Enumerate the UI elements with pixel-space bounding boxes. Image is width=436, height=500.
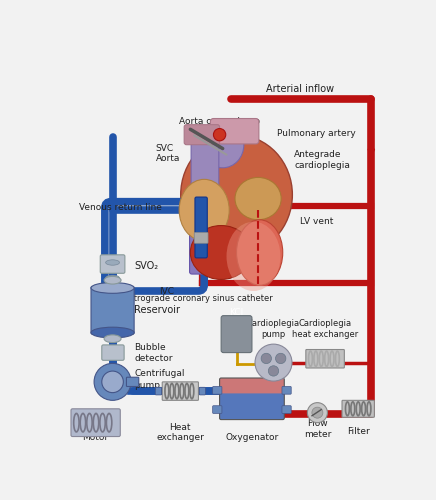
- FancyBboxPatch shape: [91, 286, 134, 334]
- Ellipse shape: [237, 220, 283, 285]
- Circle shape: [276, 354, 286, 364]
- Ellipse shape: [104, 335, 121, 342]
- Text: Cardioplegia
pump: Cardioplegia pump: [247, 320, 300, 338]
- Ellipse shape: [191, 226, 252, 280]
- Text: Heat
exchanger: Heat exchanger: [157, 422, 204, 442]
- Text: RV: RV: [213, 255, 229, 265]
- Circle shape: [312, 407, 323, 418]
- Text: RA: RA: [196, 213, 212, 223]
- Circle shape: [94, 364, 131, 401]
- Ellipse shape: [104, 276, 121, 284]
- Text: Antegrade
cardioplegia: Antegrade cardioplegia: [294, 150, 350, 170]
- FancyBboxPatch shape: [220, 378, 284, 400]
- Text: SVC: SVC: [156, 144, 174, 153]
- FancyBboxPatch shape: [102, 345, 124, 360]
- Text: Motor: Motor: [82, 433, 109, 442]
- FancyBboxPatch shape: [282, 386, 291, 394]
- Text: Cardioplegia
heat exchanger: Cardioplegia heat exchanger: [292, 320, 358, 338]
- Circle shape: [261, 354, 272, 364]
- FancyBboxPatch shape: [191, 126, 219, 194]
- Text: Filter: Filter: [347, 427, 370, 436]
- Circle shape: [268, 366, 279, 376]
- Text: Centrifugal
pump: Centrifugal pump: [134, 370, 184, 390]
- Text: Reservoir: Reservoir: [134, 305, 180, 316]
- Circle shape: [214, 128, 226, 141]
- FancyBboxPatch shape: [221, 316, 252, 352]
- FancyBboxPatch shape: [184, 124, 220, 144]
- Text: LA: LA: [249, 198, 263, 207]
- Text: KCl: KCl: [229, 308, 244, 317]
- Text: SVO₂: SVO₂: [134, 260, 158, 270]
- FancyBboxPatch shape: [199, 387, 205, 395]
- FancyBboxPatch shape: [213, 386, 222, 394]
- FancyBboxPatch shape: [100, 255, 125, 274]
- Text: Bubble
detector: Bubble detector: [134, 342, 173, 362]
- Ellipse shape: [106, 275, 119, 280]
- Circle shape: [255, 344, 292, 381]
- FancyBboxPatch shape: [342, 400, 375, 417]
- Text: LV: LV: [255, 263, 268, 273]
- FancyBboxPatch shape: [155, 387, 161, 395]
- Text: Flow
meter: Flow meter: [304, 420, 331, 439]
- Circle shape: [102, 371, 123, 392]
- FancyBboxPatch shape: [162, 382, 198, 400]
- Text: Oxygenator: Oxygenator: [225, 433, 279, 442]
- FancyBboxPatch shape: [210, 118, 259, 144]
- Text: Aorta: Aorta: [156, 154, 180, 163]
- FancyBboxPatch shape: [220, 394, 284, 419]
- FancyBboxPatch shape: [71, 409, 120, 436]
- Text: IVC: IVC: [160, 286, 174, 296]
- FancyBboxPatch shape: [195, 197, 207, 258]
- FancyBboxPatch shape: [213, 406, 222, 413]
- Text: Arterial inflow: Arterial inflow: [266, 84, 334, 94]
- Ellipse shape: [181, 135, 293, 254]
- Ellipse shape: [201, 122, 244, 168]
- Ellipse shape: [106, 260, 119, 265]
- Text: Pulmonary artery: Pulmonary artery: [277, 128, 356, 138]
- FancyBboxPatch shape: [282, 406, 291, 413]
- FancyBboxPatch shape: [306, 350, 344, 368]
- Text: Retrograde coronary sinus catheter: Retrograde coronary sinus catheter: [123, 294, 273, 303]
- Circle shape: [307, 402, 327, 422]
- Ellipse shape: [235, 178, 281, 220]
- Ellipse shape: [227, 222, 280, 291]
- Text: Aorta cross clamp: Aorta cross clamp: [179, 117, 260, 126]
- FancyBboxPatch shape: [194, 232, 208, 243]
- Ellipse shape: [91, 327, 134, 338]
- Ellipse shape: [91, 282, 134, 294]
- Text: LV vent: LV vent: [300, 217, 334, 226]
- FancyBboxPatch shape: [190, 227, 214, 274]
- FancyBboxPatch shape: [126, 377, 139, 386]
- Ellipse shape: [179, 180, 229, 241]
- Text: Venous return line: Venous return line: [78, 204, 162, 212]
